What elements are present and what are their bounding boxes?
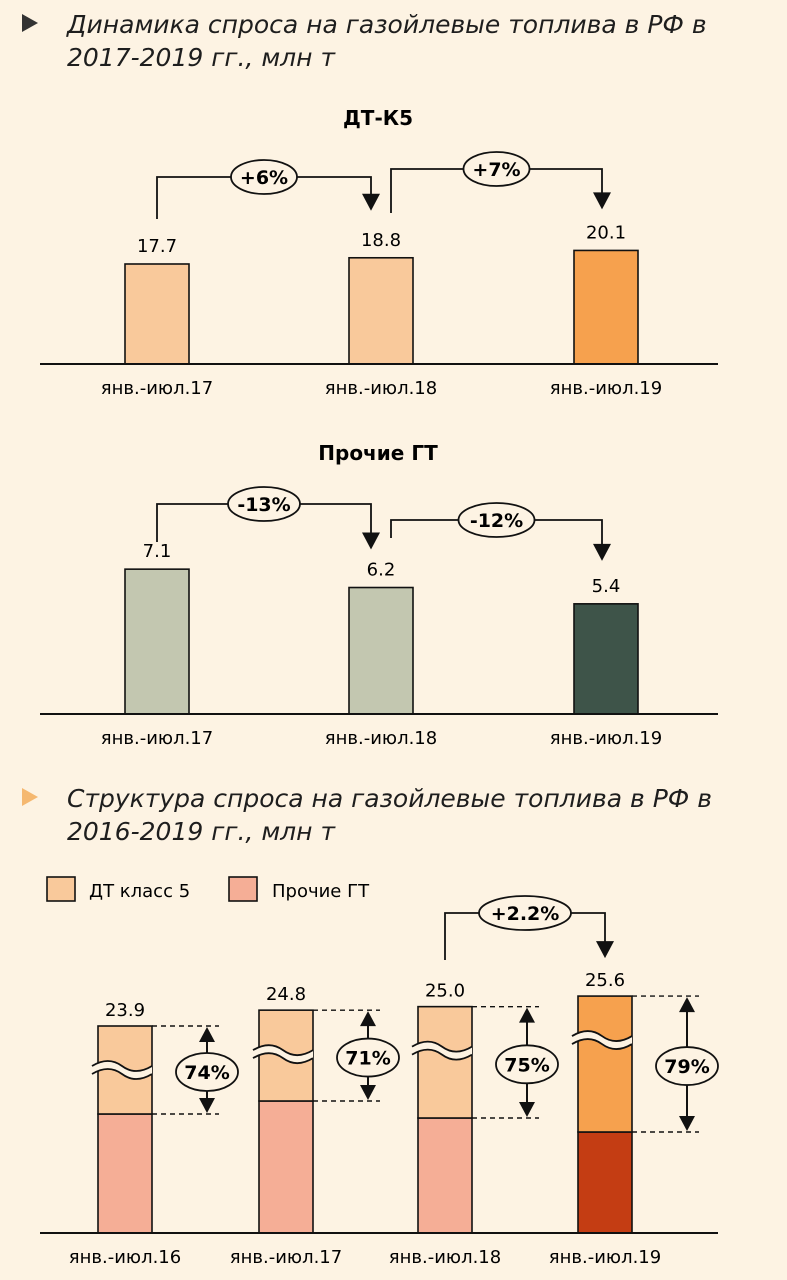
stack-segment-dt5 — [417, 1005, 473, 1119]
arrow-down-icon — [360, 1085, 376, 1100]
share-badge-label: 75% — [504, 1054, 549, 1076]
growth-badge-label: +2.2% — [491, 903, 560, 925]
chart-dt-k5: ДТ-К5 17.7 янв.-июл.17 18.8 янв.-июл.18 20.1 я… — [40, 106, 718, 399]
section-1-title: Динамика спроса на газойлевые топлива в … — [22, 8, 707, 74]
x-tick-label: янв.-июл.18 — [325, 728, 437, 749]
arrow-up-icon — [519, 1007, 535, 1023]
arrow-up-icon — [199, 1027, 215, 1042]
axis-break-line — [252, 1044, 314, 1057]
triangle-bullet-icon — [22, 788, 38, 806]
legend-label-other: Прочие ГТ — [272, 881, 370, 902]
chart-title: ДТ-К5 — [343, 106, 413, 130]
share-badge — [655, 1046, 719, 1086]
legend-swatch-other — [228, 876, 258, 902]
growth-badge-label: -13% — [237, 494, 290, 516]
axis-break-line — [252, 1052, 314, 1065]
axis-break-line — [571, 1038, 633, 1050]
axis-break-line — [571, 1030, 633, 1042]
arrow-up-icon — [360, 1011, 376, 1027]
x-tick-label: янв.-июл.18 — [325, 378, 437, 399]
stack-segment-other — [97, 1113, 153, 1234]
axis-break-line — [411, 1048, 473, 1061]
section-2-title-line-1: Структура спроса на газойлевые топлива в… — [67, 784, 712, 813]
stack-segment-other — [417, 1117, 473, 1234]
chart-other-gt: Прочие ГТ 7.1 янв.-июл.17 6.2 янв.-июл.18 5.4… — [40, 441, 718, 749]
section-2-title: Структура спроса на газойлевые топлива в… — [22, 782, 712, 848]
bar-total-label: 25.6 — [585, 970, 625, 991]
axis-break-gap — [92, 1061, 152, 1079]
legend-swatch-dt5 — [46, 876, 76, 902]
arrow-down-icon — [362, 193, 380, 211]
axis-break-gap — [253, 1045, 313, 1064]
axis-break-gap — [412, 1041, 472, 1060]
arrow-down-icon — [199, 1098, 215, 1113]
bar-value-label: 17.7 — [137, 236, 177, 257]
axis-break-line — [91, 1060, 153, 1072]
section-1-title-line-2: 2017-2019 гг., млн т — [67, 43, 336, 72]
bar-total-label: 24.8 — [266, 984, 306, 1005]
bar — [573, 603, 639, 715]
growth-badge-label: -12% — [470, 510, 523, 532]
x-tick-label: янв.-июл.18 — [389, 1247, 501, 1268]
bar — [124, 568, 190, 715]
arrow-down-icon — [593, 192, 611, 210]
x-tick-label: янв.-июл.19 — [550, 378, 662, 399]
growth-badge — [478, 895, 572, 931]
share-badge — [175, 1052, 239, 1092]
growth-badge — [230, 159, 298, 195]
arrow-up-icon — [679, 997, 695, 1013]
axis-break-gap — [572, 1031, 632, 1050]
stack-segment-other — [258, 1100, 314, 1234]
chart-structure: ДТ класс 5 Прочие ГТ 23.9 74% янв.-июл.16 24.… — [40, 876, 719, 1268]
share-badge — [495, 1044, 559, 1085]
arrow-down-icon — [362, 532, 380, 550]
bar — [573, 249, 639, 365]
bar — [348, 256, 414, 365]
share-badge-label: 71% — [345, 1048, 390, 1070]
growth-badge — [227, 486, 301, 522]
x-tick-label: янв.-июл.16 — [69, 1247, 181, 1268]
growth-badge-label: +7% — [472, 159, 520, 181]
arrow-down-icon — [679, 1116, 695, 1131]
bar-value-label: 6.2 — [367, 560, 396, 581]
bar-value-label: 18.8 — [361, 230, 401, 251]
stack-segment-other — [577, 1131, 633, 1234]
x-tick-label: янв.-июл.17 — [230, 1247, 342, 1268]
legend-label-dt5: ДТ класс 5 — [89, 881, 190, 902]
axis-break-line — [411, 1040, 473, 1053]
x-tick-label: янв.-июл.17 — [101, 728, 213, 749]
x-tick-label: янв.-июл.19 — [549, 1247, 661, 1268]
bar-value-label: 5.4 — [592, 576, 621, 597]
growth-badge — [457, 502, 536, 538]
bar-total-label: 23.9 — [105, 1000, 145, 1021]
x-tick-label: янв.-июл.19 — [550, 728, 662, 749]
arrow-down-icon — [519, 1102, 535, 1117]
stack-segment-dt5 — [577, 995, 633, 1133]
chart-title: Прочие ГТ — [318, 441, 438, 465]
triangle-bullet-icon — [22, 14, 38, 32]
arrow-down-icon — [593, 543, 611, 561]
section-1-title-line-1: Динамика спроса на газойлевые топлива в … — [67, 10, 707, 39]
share-badge-label: 74% — [184, 1062, 229, 1084]
x-tick-label: янв.-июл.17 — [101, 378, 213, 399]
section-2-title-line-2: 2016-2019 гг., млн т — [67, 817, 336, 846]
bar — [124, 263, 190, 365]
share-badge-label: 79% — [664, 1056, 709, 1078]
growth-badge — [462, 151, 531, 187]
axis-break-line — [91, 1068, 153, 1080]
arrow-down-icon — [596, 941, 614, 959]
bar — [348, 586, 414, 715]
bar-total-label: 25.0 — [425, 981, 465, 1002]
growth-badge-label: +6% — [240, 167, 288, 189]
share-badge — [336, 1037, 400, 1078]
bar-value-label: 20.1 — [586, 222, 626, 243]
bar-value-label: 7.1 — [143, 541, 172, 562]
